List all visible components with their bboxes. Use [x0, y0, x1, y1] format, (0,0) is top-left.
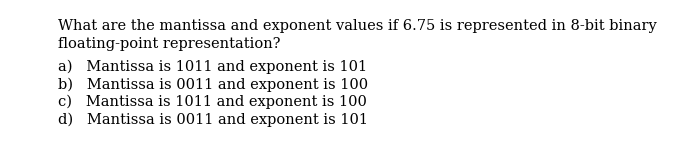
Text: b)   Mantissa is 0011 and exponent is 100: b) Mantissa is 0011 and exponent is 100: [58, 78, 368, 92]
Text: c)   Mantissa is 1011 and exponent is 100: c) Mantissa is 1011 and exponent is 100: [58, 95, 367, 109]
Text: What are the mantissa and exponent values if 6.75 is represented in 8-bit binary: What are the mantissa and exponent value…: [58, 19, 657, 33]
Text: floating-point representation?: floating-point representation?: [58, 37, 281, 51]
Text: d)   Mantissa is 0011 and exponent is 101: d) Mantissa is 0011 and exponent is 101: [58, 113, 368, 127]
Text: a)   Mantissa is 1011 and exponent is 101: a) Mantissa is 1011 and exponent is 101: [58, 60, 367, 74]
